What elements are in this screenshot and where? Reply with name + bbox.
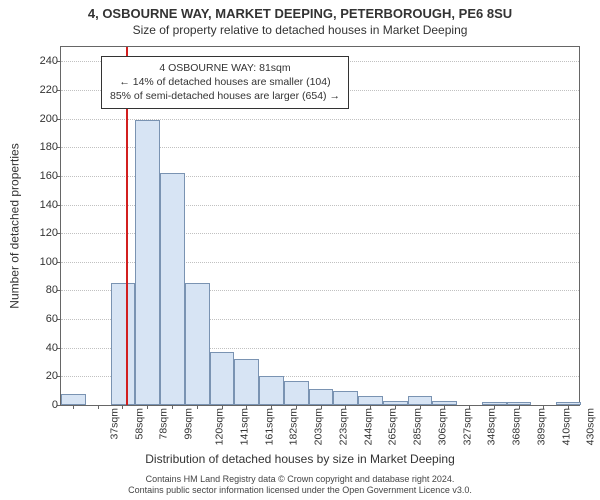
histogram-bar	[408, 396, 433, 405]
title-address: 4, OSBOURNE WAY, MARKET DEEPING, PETERBO…	[0, 0, 600, 21]
x-tick-label: 389sqm	[535, 408, 547, 445]
property-annotation: 4 OSBOURNE WAY: 81sqm← 14% of detached h…	[101, 56, 349, 109]
x-tick-label: 265sqm	[387, 408, 399, 445]
x-tick	[172, 405, 173, 409]
x-tick-label: 120sqm	[213, 408, 225, 445]
x-tick-label: 306sqm	[436, 408, 448, 445]
x-tick	[147, 405, 148, 409]
x-tick	[197, 405, 198, 409]
footer-line-1: Contains HM Land Registry data © Crown c…	[0, 474, 600, 485]
histogram-bar	[284, 381, 309, 405]
y-tick-label: 0	[28, 399, 58, 411]
x-tick-label: 368sqm	[511, 408, 523, 445]
y-tick-label: 120	[28, 227, 58, 239]
annotation-line: 85% of semi-detached houses are larger (…	[110, 89, 340, 103]
y-tick-label: 60	[28, 313, 58, 325]
x-tick-label: 99sqm	[183, 408, 195, 440]
y-tick-label: 80	[28, 284, 58, 296]
x-tick	[73, 405, 74, 409]
y-axis-label: Number of detached properties	[6, 46, 24, 406]
x-tick-label: 285sqm	[411, 408, 423, 445]
x-axis-label: Distribution of detached houses by size …	[0, 452, 600, 466]
histogram-bar	[333, 391, 358, 405]
x-tick-label: 410sqm	[560, 408, 572, 445]
x-tick-label: 182sqm	[288, 408, 300, 445]
y-tick-label: 20	[28, 370, 58, 382]
histogram-bar	[135, 120, 160, 405]
footer-line-2: Contains public sector information licen…	[0, 485, 600, 496]
y-tick-label: 240	[28, 55, 58, 67]
x-tick-label: 348sqm	[486, 408, 498, 445]
x-tick-label: 58sqm	[133, 408, 145, 440]
histogram-bar	[259, 376, 284, 405]
y-axis-label-text: Number of detached properties	[8, 143, 22, 308]
histogram-bar	[185, 283, 210, 405]
x-tick-label: 327sqm	[461, 408, 473, 445]
x-tick-label: 203sqm	[312, 408, 324, 445]
x-tick	[98, 405, 99, 409]
y-tick-label: 100	[28, 256, 58, 268]
title-subtitle: Size of property relative to detached ho…	[0, 21, 600, 37]
annotation-line: 4 OSBOURNE WAY: 81sqm	[110, 61, 340, 75]
x-tick	[122, 405, 123, 409]
x-tick-label: 430sqm	[585, 408, 597, 445]
x-tick-label: 141sqm	[238, 408, 250, 445]
x-tick-label: 161sqm	[263, 408, 275, 445]
histogram-bar	[111, 283, 136, 405]
y-tick-label: 140	[28, 199, 58, 211]
attribution-footer: Contains HM Land Registry data © Crown c…	[0, 474, 600, 497]
annotation-line: ← 14% of detached houses are smaller (10…	[110, 75, 340, 89]
y-tick-label: 160	[28, 170, 58, 182]
histogram-bar	[309, 389, 334, 405]
y-tick-label: 220	[28, 84, 58, 96]
histogram-bar	[61, 394, 86, 405]
y-tick-label: 200	[28, 113, 58, 125]
histogram-plot: 4 OSBOURNE WAY: 81sqm← 14% of detached h…	[60, 46, 580, 406]
histogram-bar	[210, 352, 235, 405]
y-tick-label: 40	[28, 342, 58, 354]
histogram-bar	[358, 396, 383, 405]
x-tick-label: 223sqm	[337, 408, 349, 445]
x-tick-label: 78sqm	[158, 408, 170, 440]
histogram-bar	[234, 359, 259, 405]
histogram-bar	[160, 173, 185, 405]
x-tick-label: 37sqm	[108, 408, 120, 440]
y-tick-label: 180	[28, 141, 58, 153]
x-tick-label: 244sqm	[362, 408, 374, 445]
